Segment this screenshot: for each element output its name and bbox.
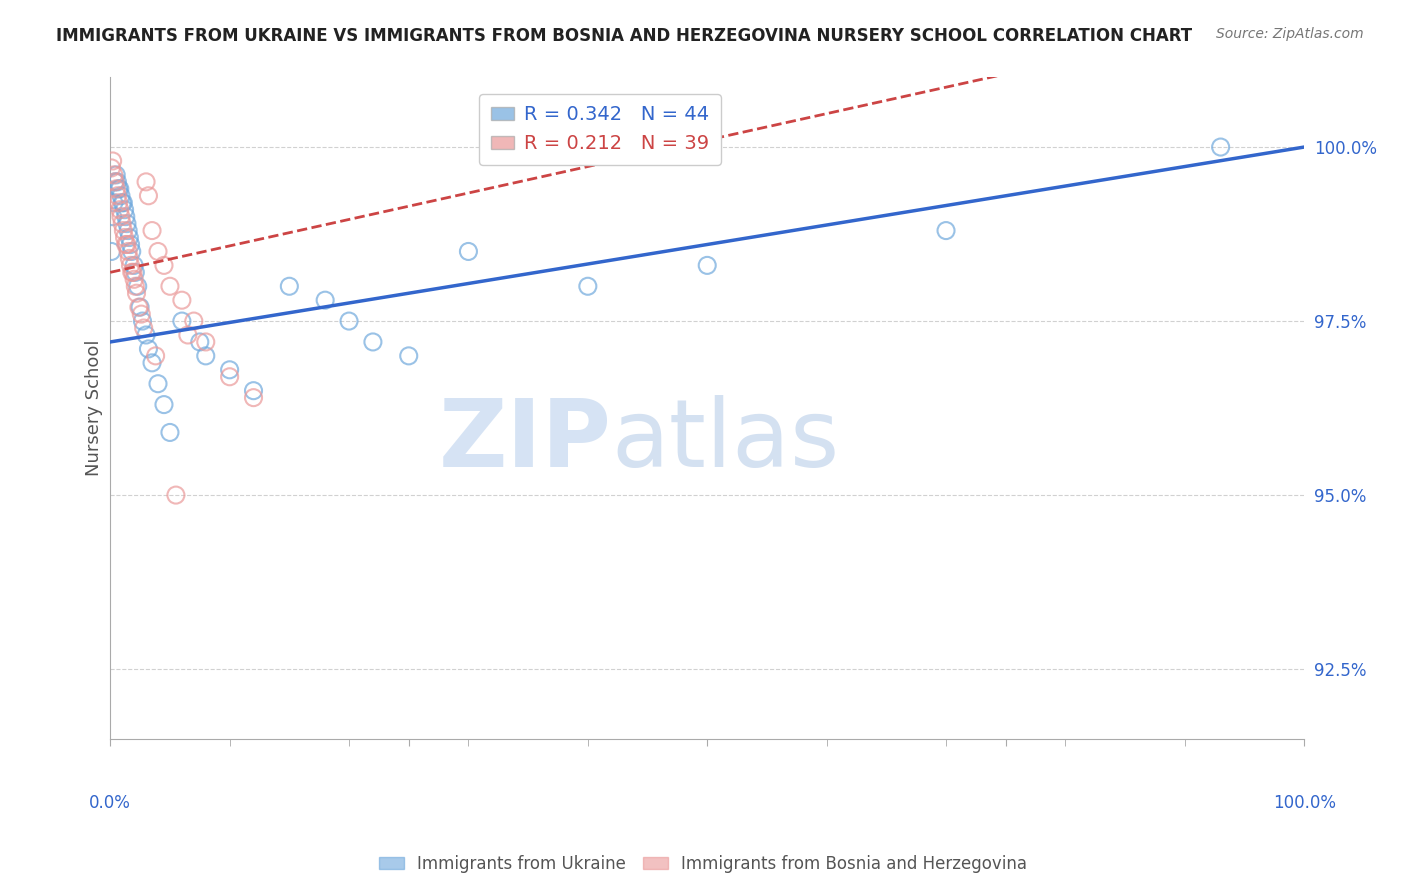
Point xyxy=(118,252,141,266)
Point xyxy=(194,334,217,349)
Point xyxy=(122,265,145,279)
Legend: Immigrants from Ukraine, Immigrants from Bosnia and Herzegovina: Immigrants from Ukraine, Immigrants from… xyxy=(373,848,1033,880)
Point xyxy=(696,259,718,273)
Point xyxy=(153,398,176,412)
Point xyxy=(100,161,122,175)
Point xyxy=(105,168,128,182)
Point xyxy=(117,223,139,237)
Point xyxy=(101,153,124,168)
Point xyxy=(153,259,176,273)
Point xyxy=(107,188,129,202)
Point xyxy=(129,300,152,314)
Point xyxy=(188,334,211,349)
Point xyxy=(107,182,129,196)
Point xyxy=(110,210,132,224)
Point xyxy=(159,425,181,440)
Text: Source: ZipAtlas.com: Source: ZipAtlas.com xyxy=(1216,27,1364,41)
Point xyxy=(128,300,150,314)
Point xyxy=(141,223,163,237)
Point xyxy=(314,293,336,308)
Point xyxy=(120,259,142,273)
Point xyxy=(145,349,167,363)
Point xyxy=(278,279,301,293)
Point xyxy=(108,182,131,196)
Point xyxy=(165,488,187,502)
Point xyxy=(138,342,160,356)
Point xyxy=(114,210,136,224)
Point xyxy=(361,334,384,349)
Point xyxy=(337,314,360,328)
Point xyxy=(107,175,129,189)
Point xyxy=(114,237,136,252)
Legend: R = 0.342   N = 44, R = 0.212   N = 39: R = 0.342 N = 44, R = 0.212 N = 39 xyxy=(479,94,720,165)
Point xyxy=(170,314,193,328)
Point xyxy=(111,217,134,231)
Text: ZIP: ZIP xyxy=(439,395,612,487)
Point xyxy=(124,279,146,293)
Point xyxy=(112,195,135,210)
Point xyxy=(177,328,200,343)
Point xyxy=(104,175,127,189)
Point xyxy=(120,237,142,252)
Point xyxy=(100,244,122,259)
Point xyxy=(135,175,157,189)
Point xyxy=(103,195,125,210)
Point xyxy=(146,376,169,391)
Point xyxy=(114,230,136,244)
Point xyxy=(141,356,163,370)
Point xyxy=(242,384,264,398)
Point xyxy=(1209,140,1232,154)
Text: 0.0%: 0.0% xyxy=(90,795,131,813)
Point xyxy=(115,217,138,231)
Point xyxy=(107,195,129,210)
Point xyxy=(101,210,124,224)
Point xyxy=(194,349,217,363)
Text: atlas: atlas xyxy=(612,395,839,487)
Point xyxy=(135,328,157,343)
Text: 100.0%: 100.0% xyxy=(1272,795,1336,813)
Point xyxy=(242,391,264,405)
Point xyxy=(122,272,145,286)
Point xyxy=(105,182,128,196)
Point xyxy=(170,293,193,308)
Point xyxy=(124,265,146,279)
Text: IMMIGRANTS FROM UKRAINE VS IMMIGRANTS FROM BOSNIA AND HERZEGOVINA NURSERY SCHOOL: IMMIGRANTS FROM UKRAINE VS IMMIGRANTS FR… xyxy=(56,27,1192,45)
Point xyxy=(398,349,420,363)
Point xyxy=(935,223,957,237)
Point xyxy=(576,279,599,293)
Point xyxy=(131,314,153,328)
Point xyxy=(146,244,169,259)
Point xyxy=(125,286,148,301)
Point xyxy=(108,202,131,217)
Point xyxy=(104,175,127,189)
Point xyxy=(218,369,240,384)
Point xyxy=(159,279,181,293)
Point xyxy=(118,230,141,244)
Point xyxy=(122,259,145,273)
Point xyxy=(121,265,143,279)
Point xyxy=(138,188,160,202)
Point xyxy=(111,195,134,210)
Point xyxy=(127,279,149,293)
Point xyxy=(218,363,240,377)
Point xyxy=(115,237,138,252)
Y-axis label: Nursery School: Nursery School xyxy=(86,340,103,476)
Point xyxy=(103,168,125,182)
Point xyxy=(132,321,155,335)
Point xyxy=(129,307,152,321)
Point xyxy=(117,244,139,259)
Point xyxy=(114,202,136,217)
Point xyxy=(183,314,205,328)
Point xyxy=(121,244,143,259)
Point xyxy=(112,223,135,237)
Point xyxy=(110,188,132,202)
Point xyxy=(457,244,479,259)
